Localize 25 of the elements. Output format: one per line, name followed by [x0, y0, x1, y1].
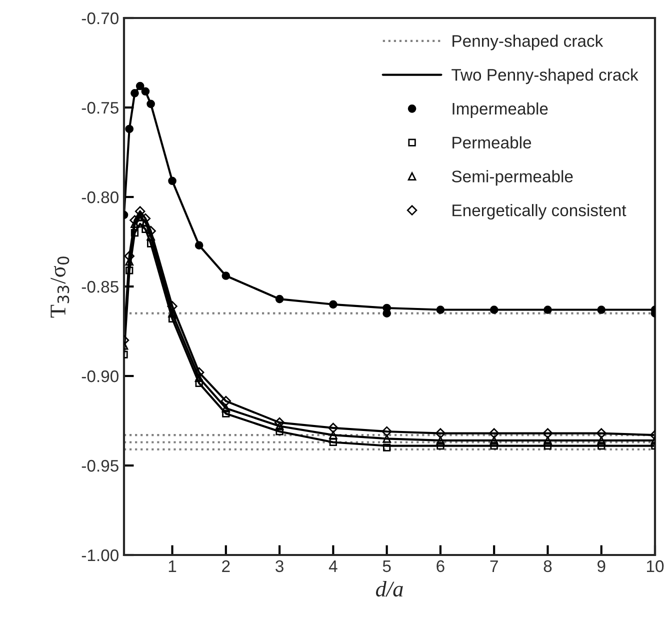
x-tick-label: 10 [647, 560, 664, 572]
x-tick-label: 3 [276, 560, 284, 572]
y-axis-title: T$_{33}$/σ$_{0}$ [50, 256, 70, 318]
x-tick-label: 9 [598, 560, 606, 572]
x-tick-label: 1 [168, 560, 176, 572]
x-tick-label: 6 [436, 560, 444, 572]
x-tick-label: 7 [490, 560, 498, 572]
legend-label: Impermeable [452, 102, 548, 118]
x-axis-title: d/a [376, 580, 403, 597]
legend-label: Two Penny-shaped crack [452, 68, 638, 84]
legend-label: Energetically consistent [452, 204, 626, 220]
legend-label: Penny-shaped crack [452, 34, 604, 50]
y-tick-label: -0.80 [82, 191, 118, 204]
x-tick-label: 5 [382, 560, 391, 572]
y-tick-label: -0.90 [82, 370, 118, 382]
y-tick-label: -0.75 [82, 102, 118, 114]
y-tick-label: -1.00 [82, 549, 118, 562]
x-tick-label: 4 [328, 560, 338, 572]
x-tick-label: 2 [222, 560, 230, 572]
y-tick-label: -0.70 [82, 12, 118, 24]
y-tick-label: -0.85 [82, 280, 118, 293]
x-tick-label: 8 [544, 560, 552, 572]
legend-label: Permeable [452, 136, 532, 149]
y-tick-label: -0.95 [82, 460, 118, 472]
legend-label: Semi-permeable [452, 170, 573, 186]
